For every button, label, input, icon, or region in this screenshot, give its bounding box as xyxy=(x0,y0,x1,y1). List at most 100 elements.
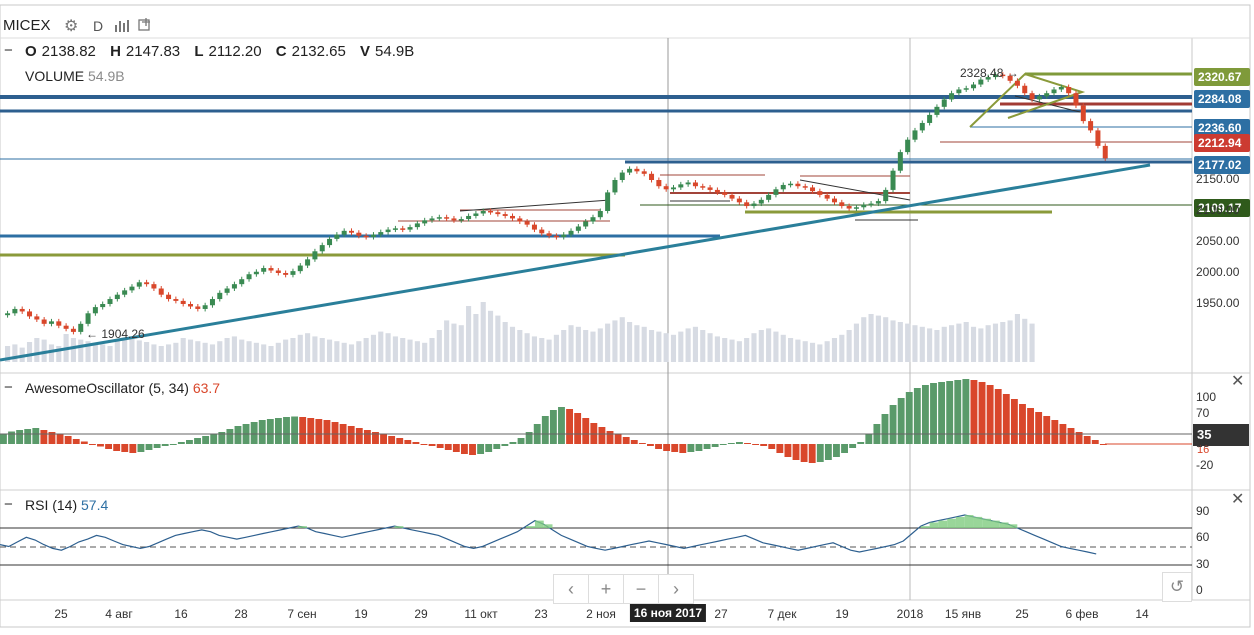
candle-body xyxy=(568,230,574,235)
ao-bar xyxy=(210,434,218,444)
candle-body xyxy=(905,139,911,153)
rsi-legend: RSI (14) 57.4 xyxy=(25,497,108,513)
ao-bar xyxy=(396,438,404,444)
candle-body xyxy=(458,219,464,221)
volume-bar xyxy=(795,339,801,362)
low-value: 2112.20 xyxy=(208,43,262,60)
interval-label[interactable]: D xyxy=(93,18,104,34)
rsi-overbought-fill xyxy=(999,522,1009,528)
candle-body xyxy=(861,204,867,208)
ao-bar xyxy=(258,420,266,444)
zoom-in-button[interactable]: + xyxy=(589,575,624,603)
zoom-out-button[interactable]: − xyxy=(624,575,659,603)
time-tick: 6 фев xyxy=(1065,607,1099,621)
candle-body xyxy=(63,325,69,329)
ao-bar xyxy=(614,434,622,444)
candle-body xyxy=(941,99,947,107)
volume-bar xyxy=(385,333,391,362)
ao-bar xyxy=(994,389,1002,444)
volume-bar xyxy=(883,317,889,362)
candle-body xyxy=(422,220,428,224)
ao-collapse[interactable]: − xyxy=(4,379,13,396)
volume-bar xyxy=(5,346,11,362)
close-icon[interactable]: ✕ xyxy=(1231,373,1245,390)
candle-body xyxy=(173,299,179,301)
rsi-collapse[interactable]: − xyxy=(4,496,13,513)
ao-bar xyxy=(541,416,549,444)
candle-body xyxy=(34,316,40,320)
candle-body xyxy=(180,300,186,304)
candle-body xyxy=(634,168,640,172)
volume-bar xyxy=(722,338,728,362)
volume-bar xyxy=(378,331,384,362)
ao-bar xyxy=(663,444,671,451)
volume-bar xyxy=(751,333,757,362)
candle-body xyxy=(1066,87,1072,94)
ao-bar xyxy=(808,444,816,463)
volume-bar xyxy=(356,341,362,362)
volume-bar xyxy=(487,310,494,362)
candle-body xyxy=(1022,85,1028,94)
volume-bar xyxy=(590,331,596,362)
collapse-dash[interactable]: − xyxy=(4,42,13,59)
candle-body xyxy=(802,186,808,188)
price-tick: 2100.00 xyxy=(1196,203,1240,217)
ao-bar xyxy=(574,413,582,444)
candle-body xyxy=(846,206,852,209)
ao-bar xyxy=(404,440,412,444)
ao-bar xyxy=(849,444,857,448)
ao-bar xyxy=(388,436,396,444)
candle-body xyxy=(619,172,625,180)
volume-bar xyxy=(1029,323,1035,362)
gear-icon[interactable]: ⚙ xyxy=(64,18,79,35)
open-value: 2138.82 xyxy=(41,43,96,60)
volume-bar xyxy=(692,326,699,362)
ao-bar xyxy=(347,426,355,444)
candle-body xyxy=(553,235,559,238)
volume-bar xyxy=(151,344,157,362)
open-label: O xyxy=(25,43,37,60)
ao-bar xyxy=(355,428,363,444)
ao-bar xyxy=(234,426,242,444)
next-button[interactable]: › xyxy=(673,579,679,599)
candle-body xyxy=(605,192,611,211)
volume-bar xyxy=(136,340,142,362)
volume-bar xyxy=(363,338,369,362)
candle-body xyxy=(949,93,955,100)
candle-body xyxy=(729,194,735,199)
candle-body xyxy=(575,226,581,231)
candle-body xyxy=(839,202,845,207)
symbol-label[interactable]: MICEX xyxy=(3,17,51,34)
ao-bar xyxy=(881,414,889,444)
candle-body xyxy=(1095,130,1101,146)
candle-body xyxy=(349,230,355,233)
close-value: 2132.65 xyxy=(291,43,346,60)
ao-bar xyxy=(647,444,654,446)
candle-body xyxy=(517,218,523,222)
bar-chart-icon[interactable] xyxy=(114,19,130,33)
volume-bar xyxy=(744,338,750,362)
ao-bar xyxy=(177,442,185,444)
ao-bar xyxy=(113,444,121,451)
ao-bar xyxy=(525,432,533,444)
add-indicator-icon[interactable] xyxy=(138,17,154,33)
ao-bar xyxy=(56,434,64,444)
ao-bar xyxy=(695,444,703,451)
ao-bar xyxy=(250,422,258,444)
candle-body xyxy=(597,211,603,218)
volume-bar xyxy=(1007,320,1013,362)
volume-bar xyxy=(853,323,859,362)
time-tick: 19 xyxy=(835,607,849,621)
candle-body xyxy=(810,187,816,192)
volume-bar xyxy=(473,314,479,362)
candle-body xyxy=(971,84,977,89)
candle-body xyxy=(341,230,347,235)
ao-bar xyxy=(986,385,994,444)
reset-icon[interactable]: ↺ xyxy=(1162,572,1192,602)
candle-body xyxy=(678,184,684,188)
volume-label-short: V xyxy=(360,43,371,60)
close-icon[interactable]: ✕ xyxy=(1231,491,1245,508)
prev-button[interactable]: ‹ xyxy=(554,575,589,603)
volume-bar xyxy=(861,317,867,362)
